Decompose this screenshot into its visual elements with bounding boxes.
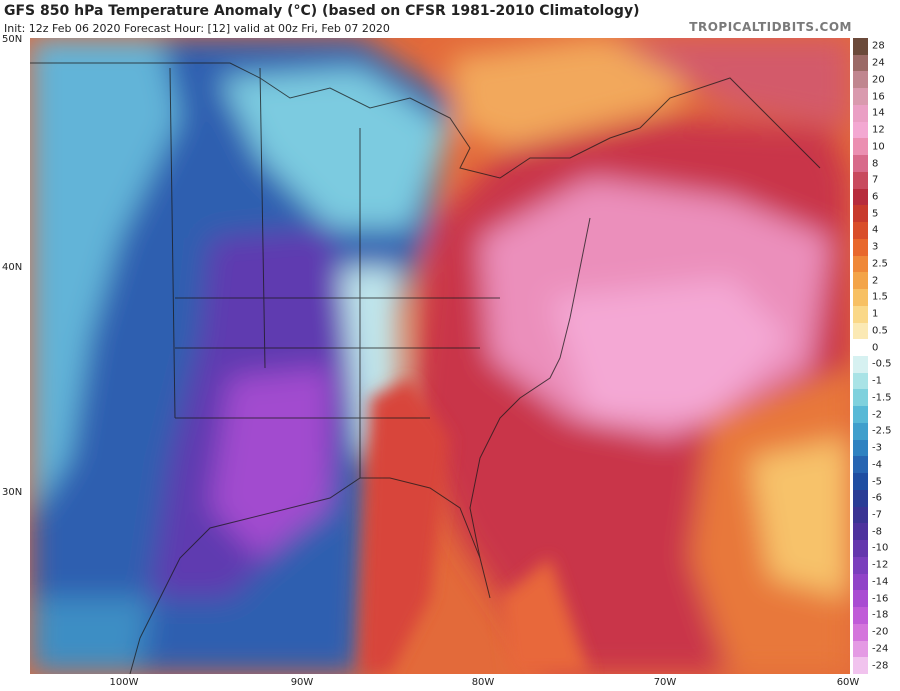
colorbar-tick-label: -8 [872,526,882,538]
colorbar-segment [853,540,868,558]
colorbar-segment [853,640,868,658]
colorbar-tick-label: -5 [872,476,882,488]
colorbar-tick-label: 8 [872,158,879,170]
colorbar-tick-label: -0.5 [872,358,892,370]
colorbar-segment [853,556,868,575]
colorbar-segment [853,322,868,340]
colorbar-tick-label: 1.5 [872,291,888,303]
lat-label-30n: 30N [2,487,23,498]
anomaly-map [30,38,850,674]
colorbar-segment [853,607,868,625]
colorbar-segment [853,657,868,675]
colorbar-segment [853,205,868,223]
colorbar-tick-label: 3 [872,241,879,253]
colorbar-segment [853,372,868,390]
colorbar-segment [853,623,868,642]
colorbar-segment [853,38,868,56]
colorbar-tick-label: 7 [872,174,879,186]
colorbar-tick-label: 16 [872,91,885,103]
colorbar-segment [853,439,868,457]
colorbar-segment [853,222,868,240]
colorbar-tick-label: -14 [872,576,889,588]
colorbar-segment [853,188,868,206]
colorbar-segment [853,104,868,123]
colorbar-tick-label: 12 [872,124,885,136]
lon-label-80w: 80W [471,677,495,688]
colorbar-segment [853,590,868,608]
lon-label-100w: 100W [109,677,139,688]
colorbar-segment [853,339,868,357]
colorbar-tick-label: -7 [872,509,882,521]
colorbar-segment [853,356,868,374]
colorbar-tick-label: -1.5 [872,392,892,404]
colorbar-tick-label: -24 [872,643,889,655]
colorbar-segment [853,272,868,290]
colorbar-tick-label: 2.5 [872,258,888,270]
colorbar-segment [853,406,868,424]
colorbar-tick-label: 4 [872,224,879,236]
anomaly-field [30,38,850,674]
colorbar-tick-label: 0.5 [872,325,888,337]
colorbar-segment [853,54,868,72]
brand-logo: TROPICALTIDBITS.COM [689,20,852,34]
colorbar-tick-label: 28 [872,40,885,52]
colorbar-tick-label: 1 [872,308,879,320]
colorbar-segment [853,422,868,441]
lon-label-60w: 60W [836,677,860,688]
colorbar-segment [853,289,868,307]
colorbar-segment [853,138,868,156]
colorbar-segment [853,489,868,508]
lon-label-90w: 90W [290,677,314,688]
colorbar-tick-label: 2 [872,275,879,287]
colorbar-tick-label: 10 [872,141,885,153]
lon-label-70w: 70W [653,677,677,688]
colorbar-tick-label: -3 [872,442,882,454]
colorbar-tick-label: -2.5 [872,425,892,437]
colorbar-tick-label: 24 [872,57,885,69]
colorbar [853,38,868,675]
colorbar-tick-label: -1 [872,375,882,387]
colorbar-segment [853,305,868,324]
colorbar-tick-label: 0 [872,342,879,354]
colorbar-tick-label: -2 [872,409,882,421]
colorbar-segment [853,121,868,139]
lat-label-40n: 40N [2,262,23,273]
colorbar-segment [853,171,868,190]
colorbar-segment [853,573,868,591]
header: GFS 850 hPa Temperature Anomaly (°C) (ba… [0,0,900,38]
map-title: GFS 850 hPa Temperature Anomaly (°C) (ba… [4,3,640,19]
colorbar-tick-label: -6 [872,492,882,504]
colorbar-segment [853,238,868,257]
lat-label-50n: 50N [2,34,23,45]
map-subtitle: Init: 12z Feb 06 2020 Forecast Hour: [12… [4,22,390,35]
colorbar-segment [853,473,868,491]
colorbar-segment [853,71,868,89]
colorbar-tick-label: -12 [872,559,889,571]
colorbar-tick-label: 6 [872,191,879,203]
colorbar-segment [853,389,868,407]
colorbar-segment [853,88,868,106]
colorbar-segment [853,456,868,474]
colorbar-tick-label: -10 [872,542,889,554]
colorbar-tick-label: -4 [872,459,882,471]
colorbar-tick-label: -18 [872,609,889,621]
colorbar-tick-label: -20 [872,626,889,638]
colorbar-segment [853,523,868,541]
colorbar-tick-label: -16 [872,593,889,605]
colorbar-tick-label: 5 [872,208,879,220]
colorbar-tick-label: 14 [872,107,885,119]
colorbar-segment [853,255,868,273]
colorbar-segment [853,506,868,524]
colorbar-tick-label: 20 [872,74,885,86]
colorbar-tick-label: -28 [872,660,889,672]
colorbar-segment [853,155,868,173]
